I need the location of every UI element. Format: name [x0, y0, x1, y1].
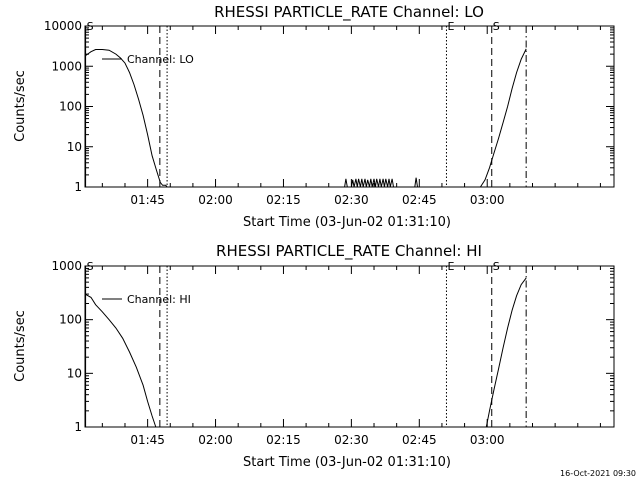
lo-y-tick-label: 10000 [44, 19, 82, 33]
lo-rate-chart: RHESSI PARTICLE_RATE Channel: LO 1101001… [13, 3, 615, 230]
hi-y-tick-label: 1000 [51, 259, 82, 273]
lo-y-tick-label: 1 [74, 180, 82, 194]
hi-series-group [84, 277, 527, 428]
lo-series-group [84, 48, 527, 188]
lo-y-tick-label: 1000 [51, 59, 82, 73]
lo-y-tick-label: 10 [67, 140, 82, 154]
hi-x-tick-label: 02:45 [402, 433, 437, 447]
hi-chart-title: RHESSI PARTICLE_RATE Channel: HI [216, 242, 482, 261]
lo-plot-frame [84, 25, 615, 188]
lo-x-tick-label: 01:45 [130, 193, 165, 207]
hi-x-tick-label: 02:30 [334, 433, 369, 447]
lo-legend-label: Channel: LO [127, 53, 194, 66]
hi-marker-label: S [87, 260, 94, 273]
lo-series-line-1 [344, 177, 418, 188]
lo-marker-label: E [447, 20, 454, 33]
lo-y-tick-label: 100 [59, 100, 82, 114]
hi-y-tick-label: 100 [59, 313, 82, 327]
lo-x-tick-label: 03:00 [470, 193, 505, 207]
lo-x-tick-label: 02:45 [402, 193, 437, 207]
lo-marker-label: S [493, 20, 500, 33]
hi-x-tick-label: 02:00 [198, 433, 233, 447]
hi-x-axis-label: Start Time (03-Jun-02 01:31:10) [243, 455, 451, 470]
hi-y-tick-label: 10 [67, 366, 82, 380]
lo-y-axis: 1 10 100 1000 10000 [44, 19, 614, 194]
hi-rate-chart: RHESSI PARTICLE_RATE Channel: HI 1101001… [13, 242, 615, 470]
hi-y-axis-label: Counts/sec [13, 310, 28, 382]
lo-series-line-0 [84, 49, 168, 188]
hi-x-tick-label: 03:00 [470, 433, 505, 447]
lo-x-tick-label: 02:15 [266, 193, 301, 207]
hi-x-axis: 01:45 02:00 02:15 02:30 02:45 03:00 [101, 266, 601, 447]
lo-chart-title: RHESSI PARTICLE_RATE Channel: LO [214, 3, 484, 22]
lo-series-line-2 [479, 48, 527, 188]
lo-y-axis-label: Counts/sec [13, 70, 28, 142]
lo-x-axis: 01:45 02:00 02:15 02:30 02:45 03:00 [101, 26, 601, 207]
lo-marker-label: S [87, 20, 94, 33]
hi-series-line-0 [84, 293, 157, 428]
hi-marker-label: S [493, 260, 500, 273]
hi-series-line-1 [485, 277, 527, 428]
hi-x-tick-label: 01:45 [130, 433, 165, 447]
hi-y-tick-label: 1 [74, 420, 82, 434]
lo-x-tick-label: 02:00 [198, 193, 233, 207]
hi-plot-frame [84, 265, 615, 428]
lo-x-tick-label: 02:30 [334, 193, 369, 207]
lo-x-axis-label: Start Time (03-Jun-02 01:31:10) [243, 215, 451, 230]
hi-y-axis: 1 10 100 1000 [51, 259, 614, 434]
footer-timestamp: 16-Oct-2021 09:30 [560, 469, 636, 478]
hi-marker-label: E [447, 260, 454, 273]
hi-x-tick-label: 02:15 [266, 433, 301, 447]
hi-legend-label: Channel: HI [127, 293, 191, 306]
